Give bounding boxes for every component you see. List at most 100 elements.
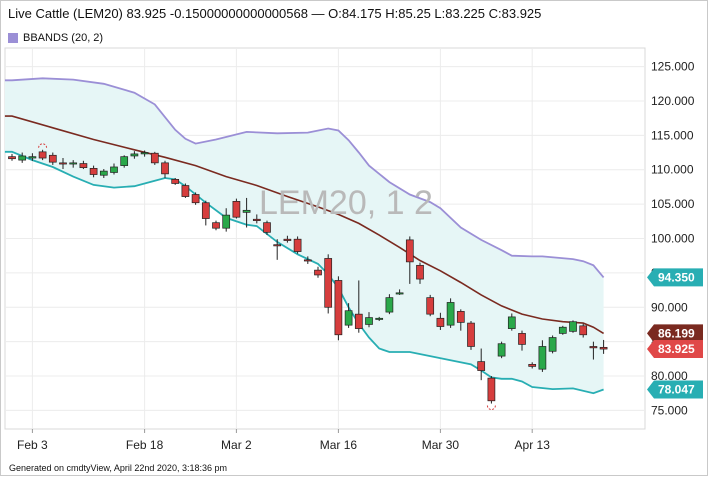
candle-body	[558, 326, 567, 334]
y-tick-label: 80.000	[651, 369, 688, 383]
chart-watermark: LEM20, 1 2	[259, 184, 433, 222]
candle-body	[589, 346, 598, 349]
legend-swatch	[8, 33, 18, 43]
candle-body	[222, 214, 231, 229]
candle-body	[99, 170, 108, 176]
upper-band-tag-shape	[647, 268, 703, 287]
candle-body	[191, 194, 200, 204]
candle-body	[232, 201, 241, 218]
candle-body	[538, 346, 547, 370]
candle-body	[497, 343, 506, 357]
candle-body	[161, 162, 169, 175]
candle-body	[28, 156, 37, 159]
candle-body	[201, 202, 210, 219]
y-axis: 125.000 120.000 115.000 110.000 105.000 100.0…	[651, 60, 695, 418]
y-tick-label: 115.000	[651, 128, 694, 142]
middle-band-tag-shape	[647, 324, 703, 343]
x-tick-label: Mar 2	[221, 438, 252, 452]
middle-band-tag-text: 86.199	[658, 326, 695, 340]
low-marker	[486, 405, 496, 411]
candle-body	[283, 238, 292, 241]
upper-band-line	[4, 77, 605, 278]
candle-body	[130, 153, 139, 157]
y-tick-label: 120.000	[651, 94, 695, 108]
candle-body	[18, 155, 27, 161]
legend[interactable]: BBANDS (20, 2)	[8, 32, 103, 44]
x-tick-label: Feb 3	[17, 438, 48, 452]
candle-body	[518, 333, 526, 345]
candle-body	[110, 166, 118, 173]
candle-body	[79, 163, 88, 169]
band-fill	[4, 78, 604, 394]
bollinger-bands	[4, 77, 605, 395]
candle-body	[405, 239, 414, 263]
candle-body	[38, 151, 47, 159]
candle-body	[69, 162, 78, 165]
candle-body	[120, 156, 129, 166]
candle-body	[487, 377, 496, 402]
lower-band-tag: 78.047	[647, 380, 703, 399]
candle-body	[212, 222, 220, 229]
close-price-tag-text: 83.925	[658, 342, 695, 356]
legend-label: BBANDS (20, 2)	[23, 32, 104, 44]
candle-body	[456, 311, 465, 323]
candle-body	[569, 321, 577, 332]
candle-body	[446, 302, 455, 326]
candle-body	[426, 297, 435, 315]
value-tags: 94.350 86.199 83.925 78.047	[647, 268, 703, 399]
y-tick-label: 125.000	[651, 60, 695, 74]
x-tick-label: Apr 13	[515, 438, 551, 452]
x-tick-label: Mar 16	[320, 438, 358, 452]
lower-band-tag-shape	[647, 380, 703, 399]
candle-body	[252, 218, 261, 221]
candle-body	[314, 269, 322, 276]
candle-body	[436, 317, 445, 327]
candle-body	[242, 209, 251, 213]
y-tick-label: 100.000	[651, 232, 695, 246]
upper-band-tag-text: 94.350	[658, 270, 695, 284]
middle-band-line	[4, 115, 605, 335]
candle-body	[385, 297, 394, 313]
candle-body	[59, 162, 67, 165]
candle-body	[579, 325, 588, 336]
candle-body	[303, 259, 312, 262]
candle-body	[365, 317, 373, 325]
x-axis: Feb 3 Feb 18 Mar 2 Mar 16 Mar 30 Apr 13	[17, 429, 550, 452]
candle-body	[477, 361, 486, 371]
y-tick-label: 90.000	[651, 300, 688, 314]
candle-body	[528, 364, 537, 367]
candle-body	[171, 179, 180, 184]
candle-body	[507, 316, 516, 329]
x-tick-label: Mar 30	[422, 438, 460, 452]
close-price-tag: 83.925	[647, 340, 703, 359]
candle-body	[293, 238, 302, 252]
candle-body	[150, 152, 159, 164]
y-tick-label: 110.000	[651, 163, 694, 177]
close-price-tag-shape	[647, 340, 703, 359]
lower-band-tag-text: 78.047	[658, 382, 695, 396]
candle-body	[375, 317, 384, 320]
upper-band-tag: 94.350	[647, 268, 703, 287]
chart-header-title: Live Cattle (LEM20) 83.925 -0.1500000000…	[8, 6, 542, 21]
candle-body	[8, 156, 16, 160]
high-marker	[38, 143, 48, 148]
candle-body	[181, 185, 190, 197]
y-tick-label: 75.000	[651, 403, 688, 417]
candle-body	[140, 152, 149, 155]
candle-body	[395, 292, 404, 295]
footer-generated: Generated on cmdtyView, April 22nd 2020,…	[9, 463, 227, 473]
candle-body	[599, 346, 608, 350]
candle-body	[334, 280, 343, 336]
y-tick-label: 105.000	[651, 197, 695, 211]
candle-body	[548, 337, 557, 352]
candle-body	[354, 313, 363, 329]
candle-body	[263, 222, 271, 233]
candle-body	[324, 258, 333, 308]
candle-body	[344, 310, 353, 326]
middle-band-tag: 86.199	[647, 324, 703, 343]
candle-body	[89, 168, 98, 175]
candle-body	[467, 322, 475, 347]
candle-body	[48, 154, 57, 163]
